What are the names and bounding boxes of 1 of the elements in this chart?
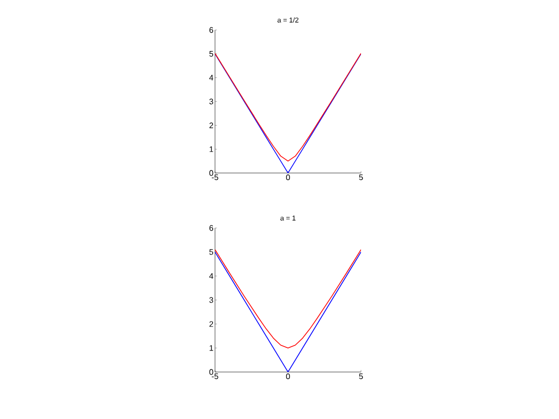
line-series	[215, 249, 362, 348]
